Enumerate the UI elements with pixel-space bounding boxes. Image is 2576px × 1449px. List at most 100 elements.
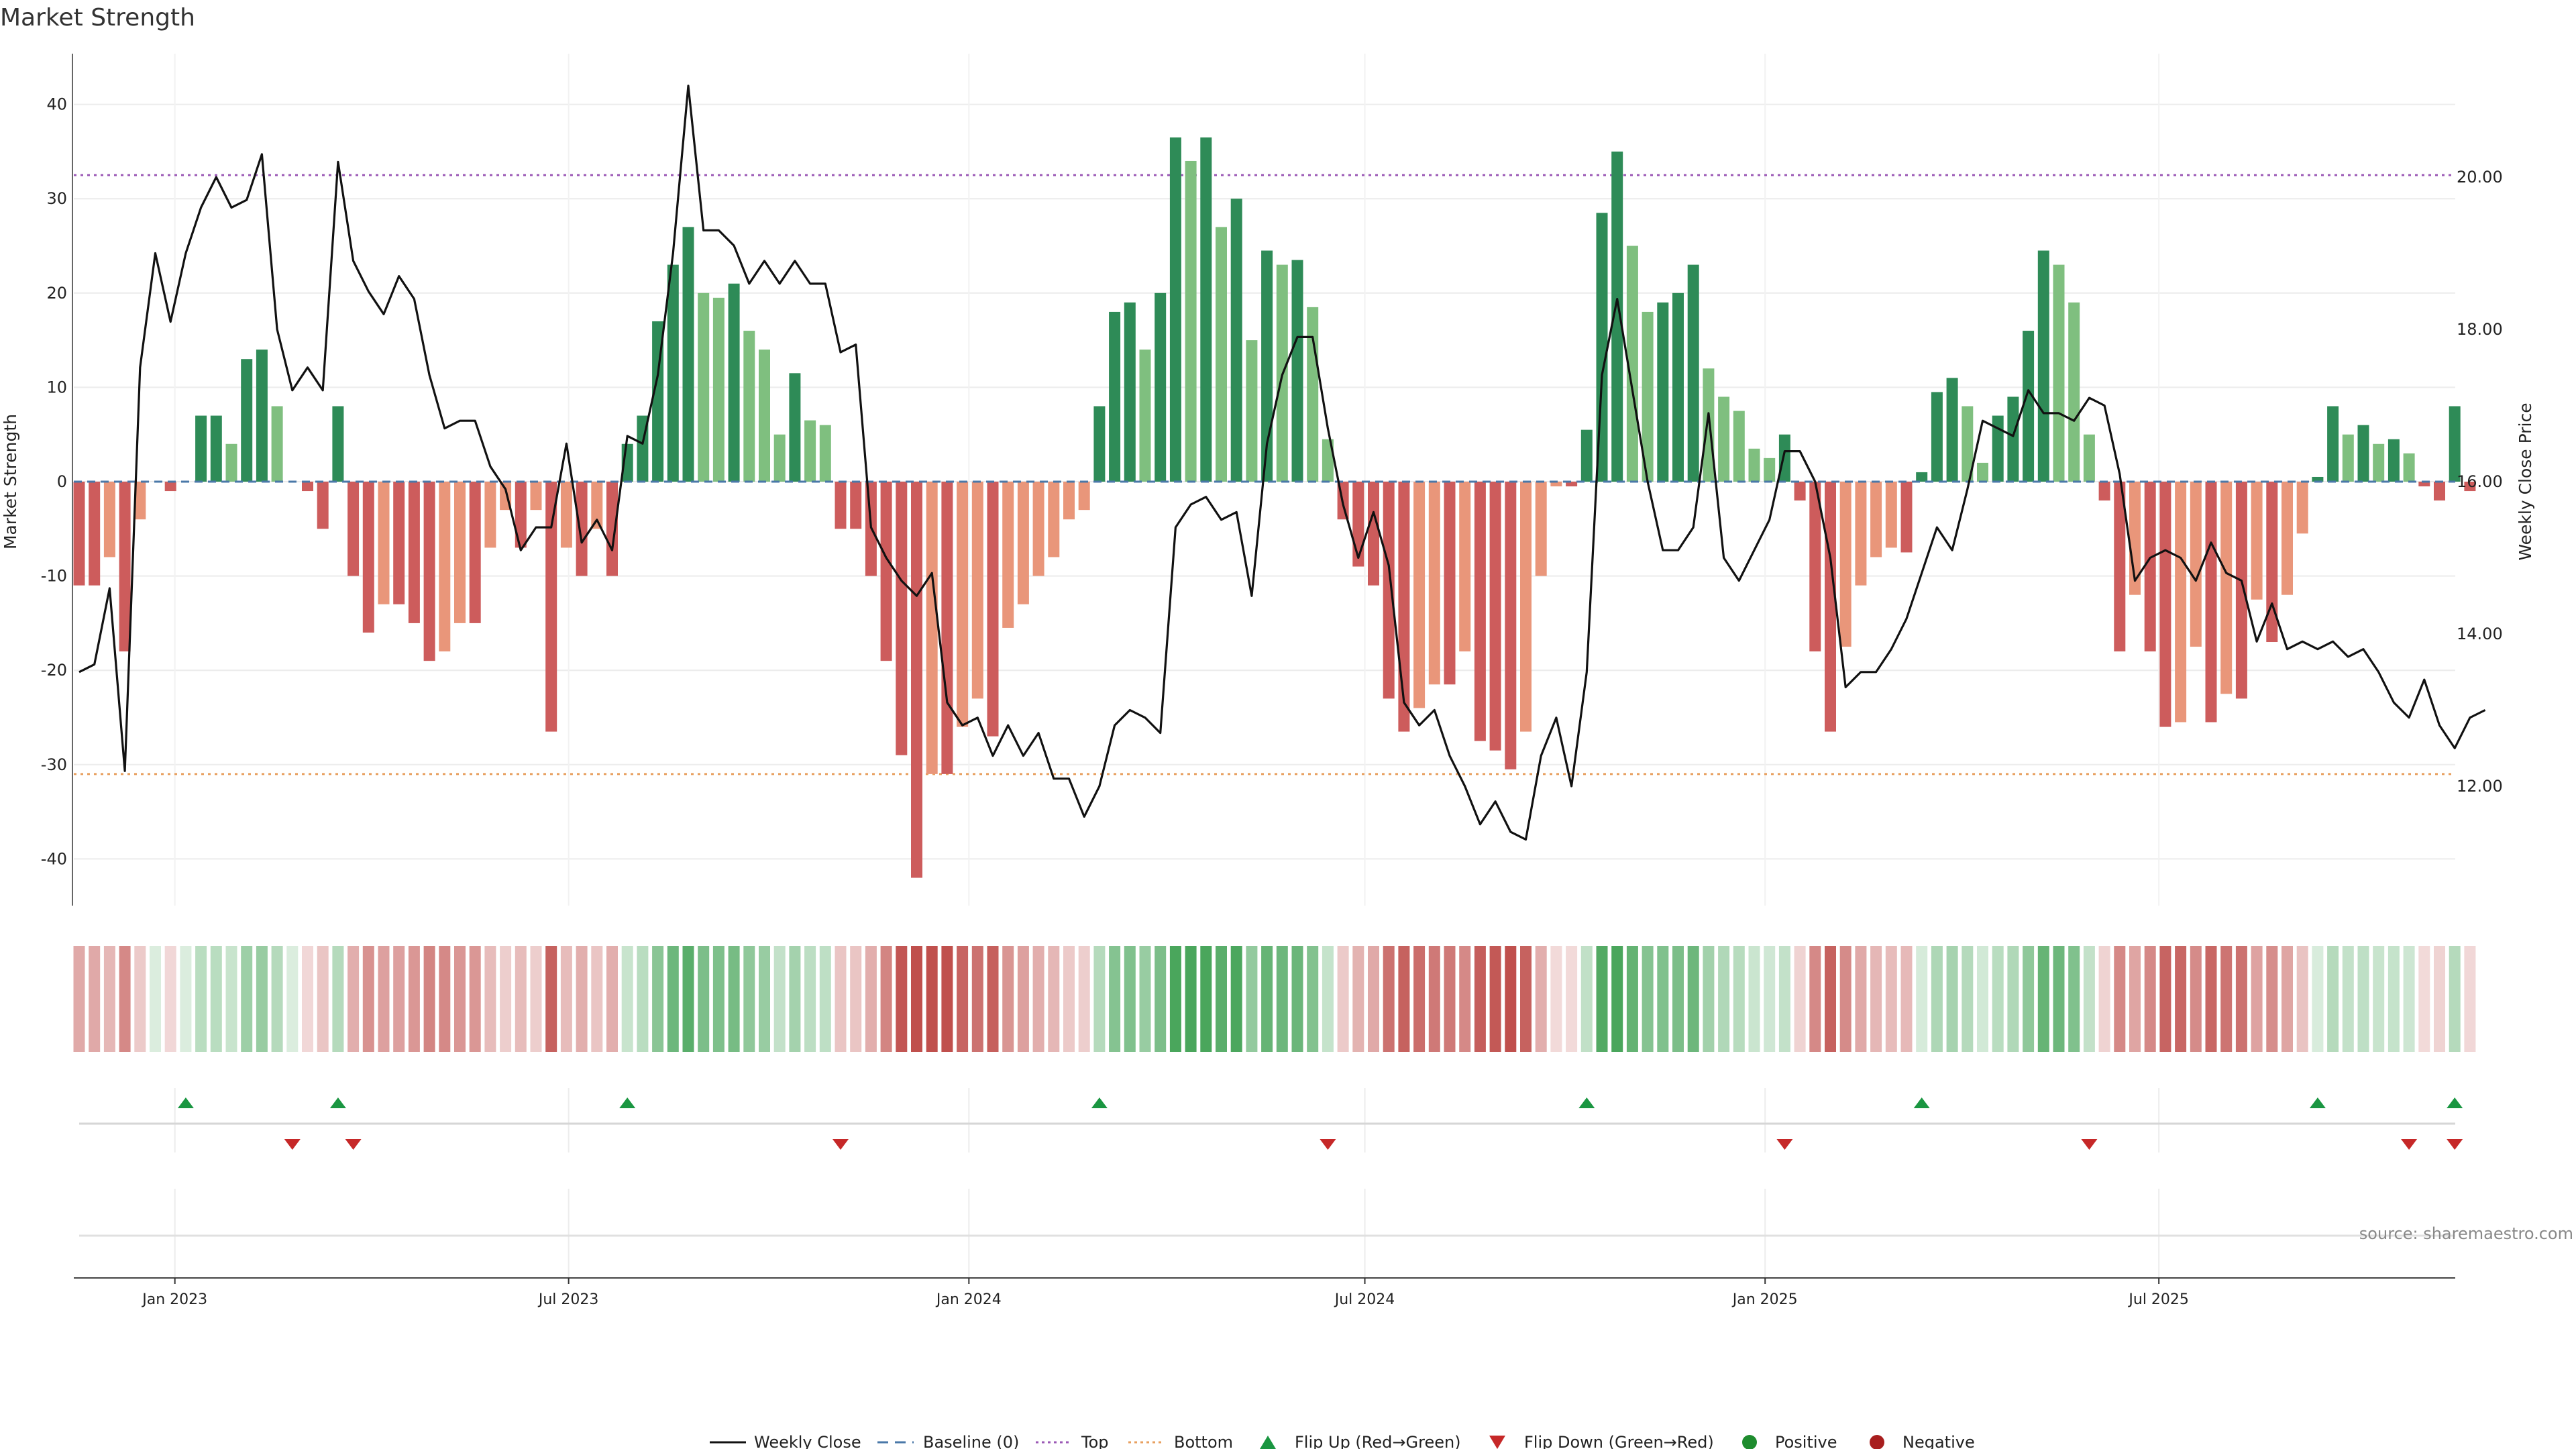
heat-cell	[2083, 946, 2095, 1052]
strength-bar	[1383, 482, 1395, 699]
strength-bar	[1703, 368, 1715, 482]
y2-axis-label: Weekly Close Price	[2516, 402, 2535, 560]
x-tick-label: Jan 2023	[141, 1291, 207, 1308]
strength-bar	[2114, 482, 2126, 652]
y-tick-label: 20	[46, 284, 67, 303]
strength-bar	[119, 482, 131, 652]
heat-cell	[500, 946, 512, 1052]
heat-cell	[408, 946, 420, 1052]
weekly-close-polyline	[78, 85, 2486, 841]
strength-bar	[1230, 199, 1242, 482]
strength-bar	[1778, 434, 1790, 482]
strength-bar	[1566, 482, 1578, 487]
strength-bar	[652, 321, 664, 482]
strength-bar	[591, 482, 603, 529]
heat-cell	[2190, 946, 2202, 1052]
strength-bar	[2144, 482, 2156, 652]
heat-cell	[302, 946, 313, 1052]
heat-cell	[728, 946, 740, 1052]
legend-label-baseline: Baseline (0)	[923, 1433, 1019, 1449]
strength-bar	[317, 482, 329, 529]
strength-bar	[1093, 406, 1106, 482]
heat-cell	[2053, 946, 2065, 1052]
heat-cell	[789, 946, 801, 1052]
heat-cell	[850, 946, 862, 1052]
strength-bar	[1626, 246, 1638, 482]
flip-down-marker	[2401, 1139, 2418, 1150]
strength-bar	[1870, 482, 1882, 557]
y2-tick-label: 20.00	[2457, 168, 2503, 186]
heat-cell	[1794, 946, 1806, 1052]
heat-cell	[911, 946, 922, 1052]
heat-cell	[1825, 946, 1836, 1052]
x-tick-label: Jul 2024	[1334, 1291, 1395, 1308]
heat-cell	[2205, 946, 2217, 1052]
heat-cell	[1946, 946, 1958, 1052]
heat-cell	[591, 946, 603, 1052]
y2-tick-label: 16.00	[2457, 472, 2503, 491]
strength-bar	[1748, 448, 1760, 482]
legend-flip-down-icon	[1489, 1436, 1505, 1449]
strength-bar	[1017, 482, 1029, 604]
heat-cell	[1017, 946, 1029, 1052]
legend-negative-icon	[1870, 1435, 1884, 1449]
heat-cell	[317, 946, 329, 1052]
heat-cell	[1155, 946, 1167, 1052]
flip-up-marker	[1091, 1097, 1108, 1108]
heat-cell	[1230, 946, 1242, 1052]
heat-cell	[1505, 946, 1517, 1052]
strength-bar	[1977, 462, 1988, 482]
strength-bar	[2434, 482, 2445, 501]
heat-cell	[2098, 946, 2110, 1052]
strength-bar	[1900, 482, 1913, 553]
strength-bar	[1764, 458, 1776, 482]
strength-bar	[712, 297, 724, 482]
strength-bar	[1916, 472, 1928, 482]
strength-bar	[2037, 250, 2049, 482]
heat-cell	[423, 946, 435, 1052]
strength-bar	[2327, 406, 2339, 482]
heat-cell	[1307, 946, 1319, 1052]
strength-bar	[2007, 396, 2019, 482]
heat-cell	[606, 946, 618, 1052]
heat-cell	[119, 946, 131, 1052]
heat-cell	[971, 946, 983, 1052]
legend-label-weekly_close: Weekly Close	[754, 1433, 861, 1449]
y-tick-label: -10	[41, 567, 67, 586]
heat-cell	[1962, 946, 1974, 1052]
heat-cell	[1246, 946, 1258, 1052]
heat-cell	[1520, 946, 1532, 1052]
heat-cell	[1580, 946, 1593, 1052]
y-tick-label: 40	[46, 95, 67, 114]
strength-bar	[2266, 482, 2278, 643]
heat-cell	[865, 946, 877, 1052]
strength-bar	[1413, 482, 1426, 708]
strength-bar	[819, 425, 831, 482]
strength-bar	[835, 482, 847, 529]
strength-bar	[1642, 311, 1654, 482]
strength-bar	[880, 482, 892, 661]
heat-cell	[2175, 946, 2187, 1052]
strength-bar	[2023, 331, 2035, 482]
strength-bar	[2387, 439, 2400, 482]
flip-up-marker	[177, 1097, 194, 1108]
heat-cell	[2037, 946, 2049, 1052]
strength-bar	[271, 406, 283, 482]
strength-bar	[241, 359, 253, 482]
heat-cell	[1291, 946, 1303, 1052]
strength-bar	[2098, 482, 2110, 501]
heat-cell	[2220, 946, 2233, 1052]
strength-bar	[2083, 434, 2095, 482]
heat-cell	[1642, 946, 1654, 1052]
strength-bar	[941, 482, 953, 774]
heat-cell	[103, 946, 115, 1052]
strength-bar	[1489, 482, 1501, 751]
strength-bar	[256, 350, 268, 482]
strength-bar	[2312, 476, 2324, 482]
heat-cell	[1261, 946, 1273, 1052]
strength-bar	[347, 482, 360, 576]
legend-flip-up-icon	[1260, 1436, 1276, 1449]
heat-cell	[2373, 946, 2385, 1052]
strength-bar	[1855, 482, 1867, 586]
